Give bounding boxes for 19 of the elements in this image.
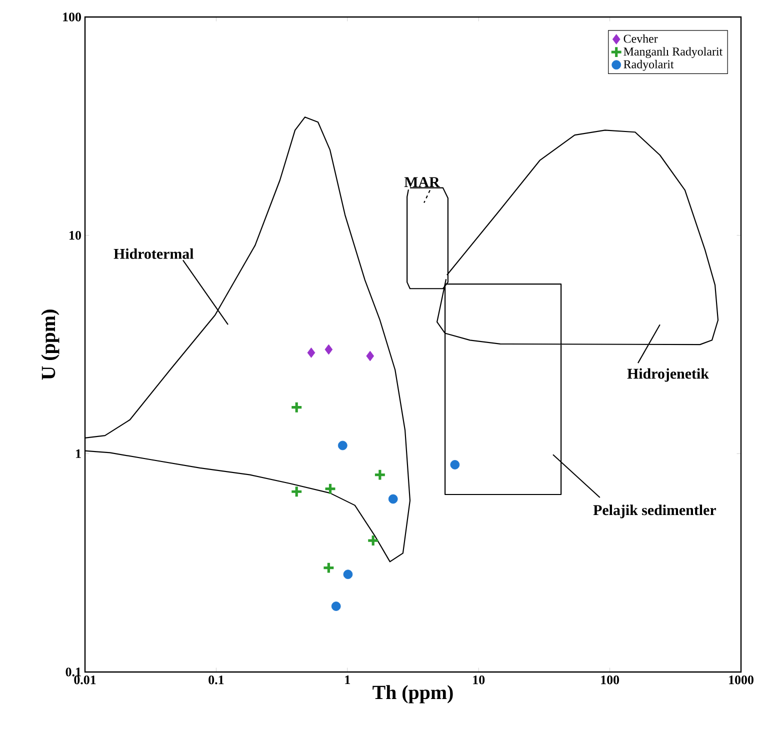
legend-label: Cevher [624, 34, 658, 43]
y-axis-title: U (ppm) [41, 310, 60, 380]
x-tick-label: 100 [601, 676, 620, 684]
y-tick-label: 10 [70, 230, 81, 240]
annotation: Hidrotermal [114, 248, 194, 259]
y-tick-label: 0.1 [66, 668, 81, 676]
legend-label: Radyolarit [624, 60, 674, 71]
x-tick-label: 1000 [729, 676, 754, 684]
legend-label: Manganlı Radyolarit [624, 47, 723, 58]
x-tick-label: 0.1 [208, 676, 224, 684]
y-tick-label: 1 [76, 449, 81, 458]
x-tick-label: 0.01 [74, 676, 96, 684]
x-tick-label: 1 [345, 676, 350, 684]
y-tick-label: 100 [63, 12, 81, 22]
annotation: Hidrojenetik [627, 368, 709, 382]
annotation: Pelajik sedimentler [593, 504, 716, 518]
x-axis-title: Th (ppm) [372, 685, 453, 704]
annotation: MAR [404, 177, 440, 187]
x-tick-label: 10 [473, 676, 485, 684]
